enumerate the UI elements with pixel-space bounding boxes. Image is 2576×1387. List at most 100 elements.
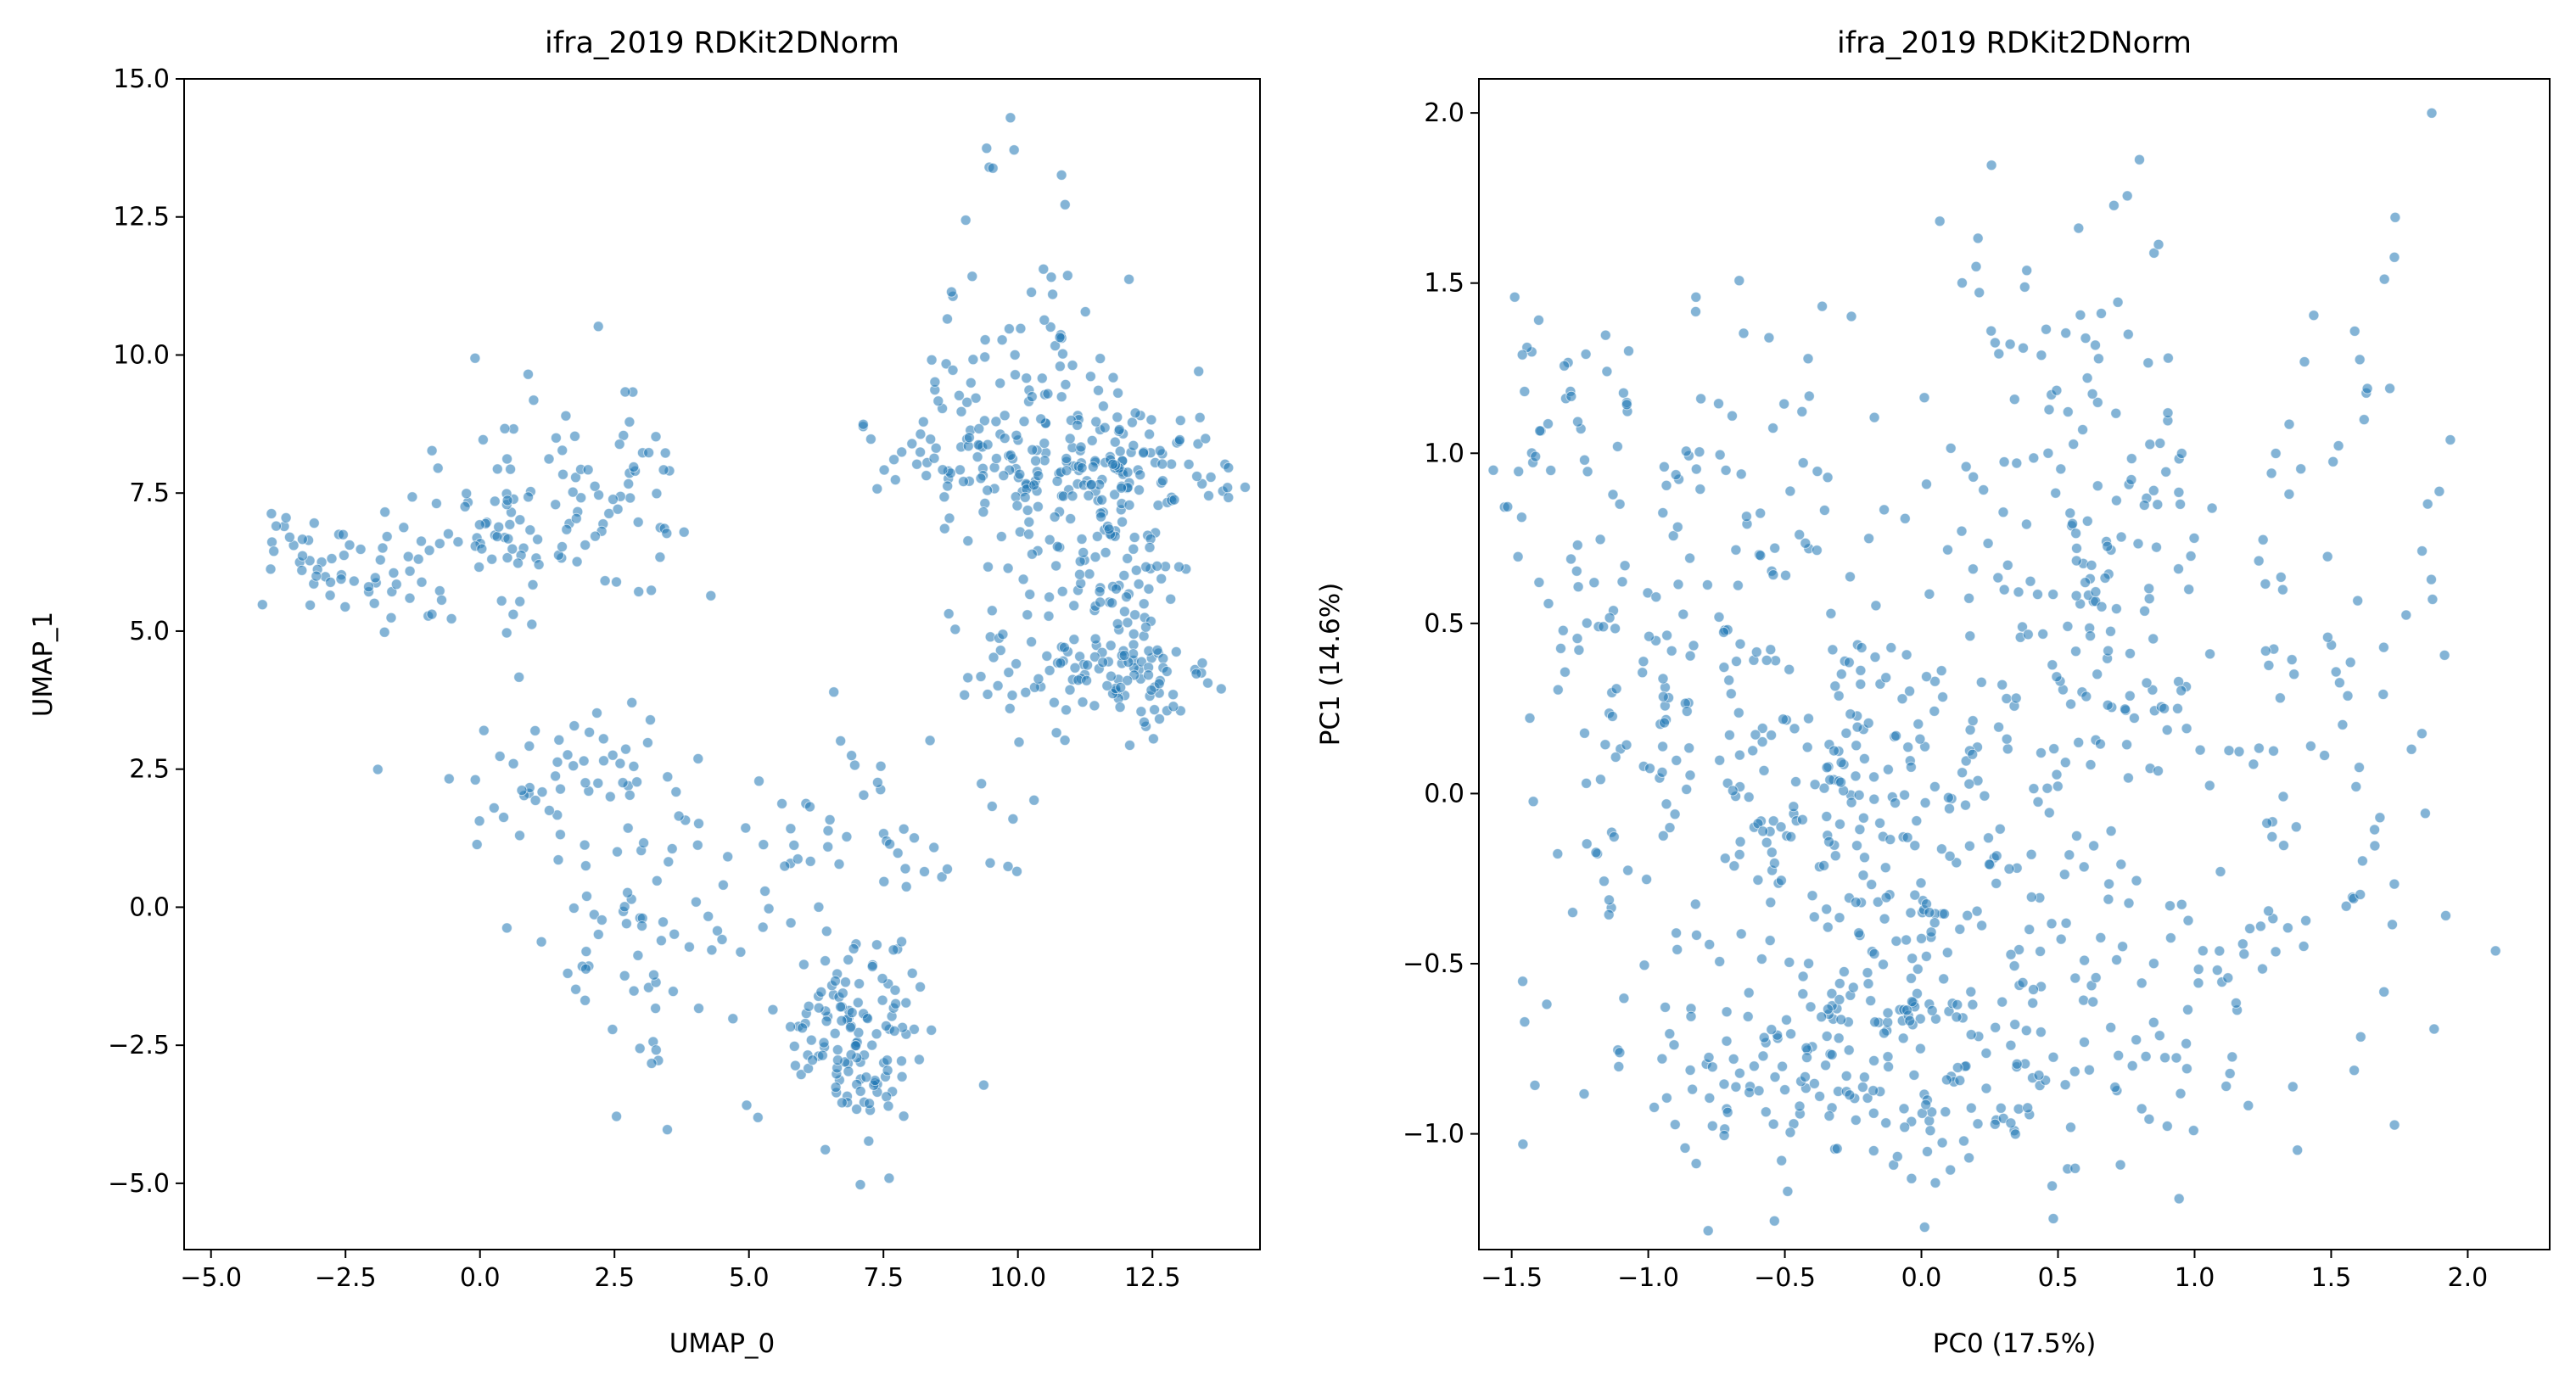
pca-point — [1623, 345, 1634, 357]
umap-point — [592, 777, 604, 789]
pca-point — [2092, 668, 2103, 680]
umap-point — [896, 936, 908, 948]
pca-x-tick-label: 1.0 — [2175, 1263, 2215, 1293]
umap-point — [1061, 453, 1072, 464]
pca-point — [1706, 1061, 1718, 1073]
pca-point — [1909, 840, 1921, 852]
pca-point — [1606, 711, 1618, 722]
pca-point — [1691, 929, 1702, 941]
pca-point — [2064, 507, 2076, 519]
pca-point — [1512, 551, 1524, 562]
umap-point — [1010, 491, 1022, 503]
umap-point — [280, 512, 292, 523]
pca-point — [2088, 840, 2100, 852]
pca-point — [1909, 889, 1921, 901]
umap-point — [1050, 727, 1062, 739]
pca-point — [2248, 758, 2260, 770]
pca-point — [1785, 831, 1797, 842]
pca-point — [2428, 1023, 2440, 1035]
pca-point — [2105, 625, 2116, 637]
pca-point — [1960, 799, 1971, 811]
pca-point — [2266, 831, 2278, 842]
pca-point — [2224, 1068, 2236, 1079]
pca-point — [2215, 866, 2226, 877]
pca-point — [1765, 644, 1777, 656]
pca-point — [2257, 963, 2268, 975]
umap-point — [582, 464, 594, 476]
umap-point — [624, 492, 636, 504]
pca-point — [2230, 997, 2242, 1009]
pca-point — [2192, 964, 2204, 976]
pca-point — [1516, 349, 1528, 361]
pca-point — [1776, 1155, 1788, 1166]
umap-y-tick-label: 12.5 — [113, 203, 170, 232]
pca-point — [1775, 875, 1787, 886]
umap-point — [529, 724, 541, 736]
umap-point — [1144, 428, 1156, 440]
pca-point — [1968, 471, 1980, 483]
pca-point — [2021, 265, 2033, 277]
umap-point — [1019, 491, 1031, 503]
umap-point — [523, 368, 534, 380]
umap-point — [1033, 470, 1044, 482]
umap-point — [1196, 478, 1208, 489]
pca-point — [2176, 685, 2187, 696]
umap-point — [722, 851, 734, 863]
pca-point — [1918, 1222, 1930, 1233]
umap-point — [1156, 458, 1168, 470]
umap-point — [740, 822, 752, 834]
pca-point — [2011, 1058, 2023, 1070]
pca-point — [1806, 890, 1818, 902]
pca-point — [2354, 762, 2365, 774]
pca-point — [1603, 909, 1615, 920]
pca-point — [2060, 917, 2072, 929]
umap-point — [1097, 400, 1109, 412]
pca-point — [1755, 550, 1767, 562]
umap-point — [667, 986, 679, 998]
pca-point — [1579, 727, 1590, 739]
umap-point — [1047, 288, 1059, 300]
pca-point — [2369, 840, 2381, 852]
umap-point — [578, 755, 590, 767]
pca-point — [2181, 1037, 2192, 1049]
umap-point — [852, 997, 864, 1009]
umap-point — [1154, 445, 1166, 456]
pca-point — [2047, 1180, 2058, 1192]
pca-point — [2005, 1117, 2017, 1129]
umap-point — [1082, 659, 1094, 671]
pca-point — [1962, 909, 1974, 921]
pca-point — [1821, 1031, 1833, 1042]
pca-point — [2020, 518, 2032, 530]
pca-point — [1916, 932, 1927, 944]
umap-point — [324, 590, 336, 601]
pca-point — [2036, 350, 2047, 361]
pca-point — [1618, 993, 1630, 1004]
umap-point — [984, 857, 996, 869]
umap-point — [617, 777, 629, 789]
umap-point — [597, 733, 609, 745]
umap-point — [1203, 489, 1214, 501]
umap-point — [669, 928, 680, 940]
umap-point — [1061, 270, 1073, 282]
umap-point — [632, 517, 644, 528]
pca-point — [2176, 448, 2187, 459]
pca-y-label: PC1 (14.6%) — [1315, 583, 1346, 747]
umap-point — [976, 778, 988, 790]
umap-point — [655, 935, 667, 947]
pca-point — [2022, 1102, 2034, 1114]
umap-x-axis: −5.0 −2.5 0.0 2.5 5.0 7.5 10.0 12.5 — [180, 1250, 1181, 1293]
pca-point — [1718, 1078, 1730, 1090]
umap-point — [909, 832, 920, 844]
umap-point — [633, 586, 645, 597]
umap-point — [979, 334, 991, 346]
pca-point — [1719, 853, 1731, 864]
pca-point — [2356, 855, 2368, 867]
pca-point — [2223, 745, 2235, 757]
umap-point — [850, 1040, 862, 1052]
umap-point — [1090, 416, 1102, 428]
umap-point — [326, 553, 338, 564]
umap-point — [758, 839, 770, 851]
umap-point — [824, 814, 836, 825]
umap-point — [603, 507, 615, 519]
pca-point — [2277, 791, 2289, 803]
